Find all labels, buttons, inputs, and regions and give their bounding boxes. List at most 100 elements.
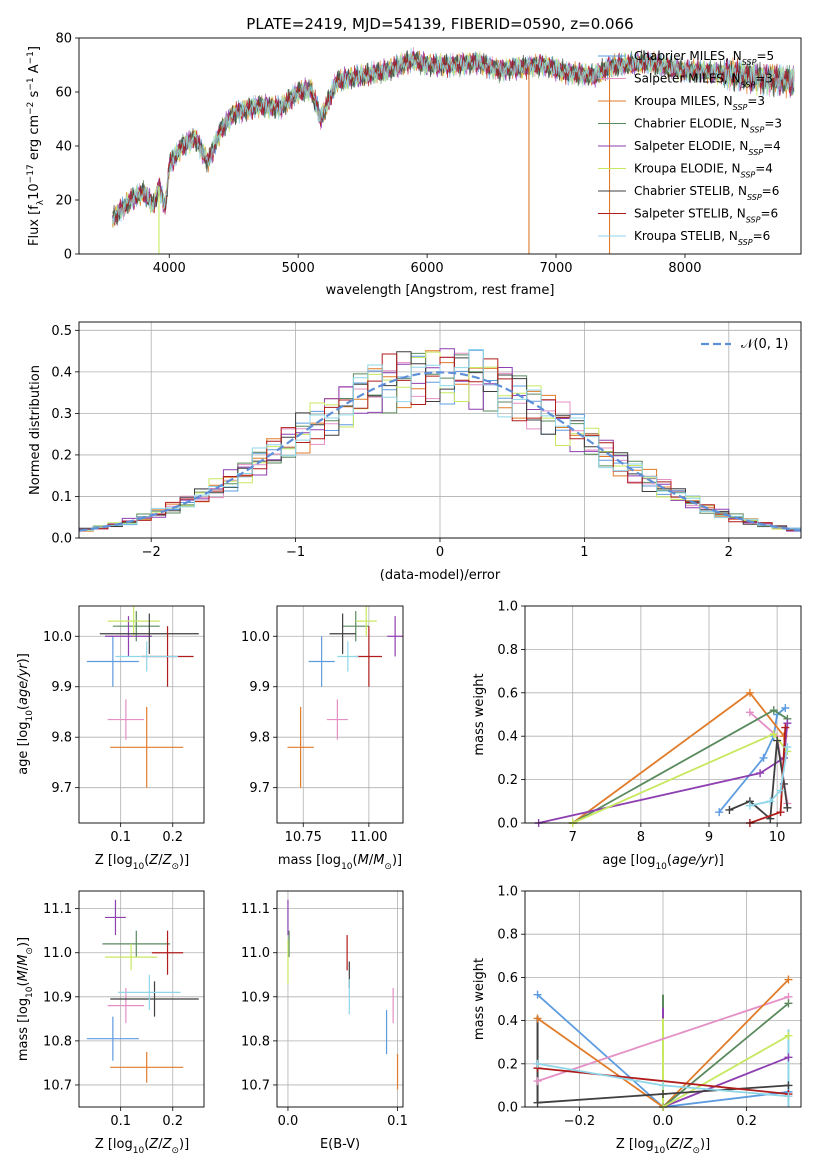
weight-line xyxy=(538,723,789,824)
y-tick-label: 0.6 xyxy=(497,686,518,701)
y-tick-label: 20 xyxy=(55,194,72,209)
weight-marker xyxy=(784,1031,793,1040)
weight-line xyxy=(572,732,789,824)
age_vs_Z-axes: 0.1 0.2 9.7 9.8 9.9 10.0 xyxy=(43,606,204,845)
x-tick-label: 5000 xyxy=(282,261,315,276)
x-tick-label: −2 xyxy=(142,545,161,560)
y-tick-label: 0.2 xyxy=(51,448,72,463)
weight-marker xyxy=(781,723,790,732)
weight-vs-age-xlabel: age [log10(age/yr)] xyxy=(602,853,724,872)
y-tick-label: 0.4 xyxy=(51,365,72,380)
age_vs_mass-errorbars xyxy=(287,606,403,788)
age_vs_mass-frame xyxy=(276,605,404,824)
weight-line xyxy=(537,995,789,1082)
y-tick-label: 0.8 xyxy=(497,928,518,943)
x-tick-label: −1 xyxy=(286,545,305,560)
legend-entry: Salpeter ELODIE, NSSP=4 xyxy=(634,139,781,157)
weight-marker xyxy=(784,1053,793,1062)
age-vs-mass-xlabel: mass [log10(M/M⊙)] xyxy=(278,853,402,872)
x-tick-label: 0.1 xyxy=(110,1114,131,1129)
weight-marker xyxy=(784,999,793,1008)
legend-entry: Kroupa ELODIE, NSSP=4 xyxy=(634,162,773,180)
mass_vs_EBV-axes: 0.0 0.1 10.7 10.8 10.9 11.0 11.1 xyxy=(241,891,408,1129)
weight-vs-Z-xlabel: Z [log10(Z/Z⊙)] xyxy=(616,1137,710,1156)
weight-line xyxy=(537,1067,789,1095)
spectrum-lines xyxy=(112,46,795,254)
y-tick-label: 0.6 xyxy=(497,971,518,986)
residuals-xlabel: (data-model)/error xyxy=(380,568,501,583)
y-tick-label: 0.0 xyxy=(51,532,72,547)
y-tick-label: 60 xyxy=(55,86,72,101)
mass-vs-EBV-xlabel: E(B-V) xyxy=(320,1137,360,1152)
mass_vs_Z-axes: 0.1 0.2 10.7 10.8 10.9 11.0 11.1 xyxy=(43,891,204,1129)
x-tick-label: 0.1 xyxy=(387,1114,408,1129)
y-tick-label: 1.0 xyxy=(497,600,518,615)
legend-entry: Chabrier ELODIE, NSSP=3 xyxy=(634,117,782,135)
weight_vs_age-axes: 7 8 9 10 0.0 0.2 0.4 0.6 0.8 1.0 xyxy=(497,600,801,845)
x-tick-label: 0.1 xyxy=(110,830,131,845)
y-tick-label: 11.1 xyxy=(43,902,72,917)
x-tick-label: 8000 xyxy=(668,261,701,276)
normal-reference-curve xyxy=(78,371,802,532)
y-tick-label: 10.8 xyxy=(43,1034,72,1049)
weight-marker xyxy=(745,708,754,717)
weight-marker xyxy=(533,1014,542,1023)
y-tick-label: 11.1 xyxy=(241,902,270,917)
mass-vs-Z-ylabel: mass [log10(M/M⊙)] xyxy=(16,937,35,1061)
weight-marker xyxy=(784,1092,793,1101)
spectrum-ylabel: Flux [fλ10−17 erg cm−2 s−1 A−1] xyxy=(26,46,46,246)
legend-entry: Chabrier MILES, NSSP=5 xyxy=(634,49,774,67)
histogram-step xyxy=(79,349,801,531)
mass_vs_EBV-errorbars xyxy=(287,899,399,1090)
x-tick-label: 0.2 xyxy=(162,1114,183,1129)
y-tick-label: 0.2 xyxy=(497,1057,518,1072)
y-tick-label: 10.7 xyxy=(43,1078,72,1093)
weight-marker xyxy=(776,786,785,795)
age-vs-Z-ylabel: age [log10(age/yr)] xyxy=(16,653,35,775)
weight-marker xyxy=(756,769,765,778)
mass_vs_Z-frame xyxy=(78,890,205,1108)
legend-entry: Kroupa MILES, NSSP=3 xyxy=(634,94,765,112)
weight-line xyxy=(749,746,789,807)
y-tick-label: 0.0 xyxy=(497,817,518,832)
x-tick-label: 8 xyxy=(637,830,645,845)
weight-marker xyxy=(784,1081,793,1090)
y-tick-label: 10.0 xyxy=(241,630,270,645)
y-tick-label: 0.5 xyxy=(51,324,72,339)
y-tick-label: 0.1 xyxy=(51,490,72,505)
spectrum-line xyxy=(112,47,795,224)
y-tick-label: 40 xyxy=(55,140,72,155)
weight-marker xyxy=(783,719,792,728)
spectrum-xlabel: wavelength [Angstrom, rest frame] xyxy=(326,283,555,298)
weight-marker xyxy=(533,1059,542,1068)
y-tick-label: 10.8 xyxy=(241,1034,270,1049)
x-tick-label: 7000 xyxy=(539,261,572,276)
spectrum-frame xyxy=(78,37,802,255)
age_vs_Z-errorbars xyxy=(86,606,199,788)
weight-marker xyxy=(533,1098,542,1107)
spectrum-axes: 4000 5000 6000 7000 8000 0 20 40 60 80 xyxy=(55,32,701,277)
residuals-frame xyxy=(78,321,802,539)
y-tick-label: 9.8 xyxy=(51,731,72,746)
weight-marker xyxy=(715,808,724,817)
x-tick-label: 2 xyxy=(725,545,733,560)
y-tick-label: 80 xyxy=(55,32,72,47)
y-tick-label: 9.8 xyxy=(249,731,270,746)
weight-marker xyxy=(659,1081,667,1090)
x-tick-label: 0.0 xyxy=(653,1114,674,1129)
y-tick-label: 0.3 xyxy=(51,407,72,422)
histogram-step xyxy=(79,351,801,530)
x-tick-label: 9 xyxy=(705,830,713,845)
weight-marker xyxy=(533,990,542,999)
weight-marker xyxy=(745,801,754,810)
mass_vs_Z-errorbars xyxy=(86,899,199,1083)
age-vs-Z-xlabel: Z [log10(Z/Z⊙)] xyxy=(95,853,189,872)
x-tick-label: −0.2 xyxy=(564,1114,596,1129)
y-tick-label: 9.7 xyxy=(51,781,72,796)
mass-vs-Z-xlabel: Z [log10(Z/Z⊙)] xyxy=(95,1137,189,1156)
y-tick-label: 10.9 xyxy=(241,990,270,1005)
residual-histograms xyxy=(78,348,802,532)
y-tick-label: 9.9 xyxy=(249,680,270,695)
weight_vs_Z-lines xyxy=(533,975,793,1111)
